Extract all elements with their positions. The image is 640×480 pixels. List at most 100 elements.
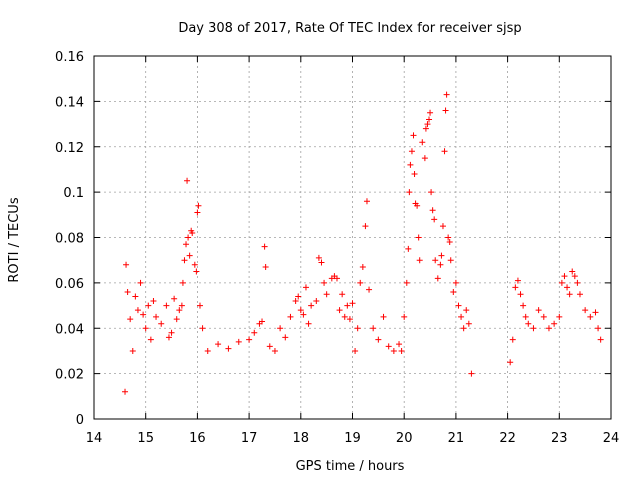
data-point	[127, 316, 134, 323]
data-point	[434, 275, 441, 282]
x-tick-labels: 14 15 16 17 18 19 20 21 22 23 24	[86, 431, 620, 446]
x-tick-label: 24	[603, 431, 620, 446]
data-point	[295, 293, 302, 300]
data-point	[313, 298, 320, 305]
data-point	[134, 307, 141, 314]
data-point	[582, 307, 589, 314]
data-point	[406, 189, 413, 196]
data-point	[366, 286, 373, 293]
data-point	[193, 268, 200, 275]
data-point	[225, 345, 232, 352]
data-point	[465, 320, 472, 327]
data-point	[595, 325, 602, 332]
y-tick-label: 0.12	[55, 141, 84, 156]
x-tick-label: 17	[241, 431, 258, 446]
data-point	[410, 132, 417, 139]
data-point	[349, 300, 356, 307]
data-point	[432, 257, 439, 264]
data-point	[426, 116, 433, 123]
data-point	[287, 313, 294, 320]
data-point	[171, 295, 178, 302]
data-point	[396, 341, 403, 348]
data-point	[551, 320, 558, 327]
data-point	[422, 125, 429, 132]
data-point	[246, 336, 253, 343]
data-point	[158, 320, 165, 327]
data-point	[468, 370, 475, 377]
y-tick-label: 0.06	[55, 277, 84, 292]
data-point	[195, 202, 202, 209]
data-point	[215, 341, 222, 348]
chart-title: Day 308 of 2017, Rate Of TEC Index for r…	[178, 21, 521, 36]
data-point	[352, 347, 359, 354]
data-point	[305, 320, 312, 327]
data-point	[262, 263, 269, 270]
data-point	[185, 234, 192, 241]
y-tick-label: 0.02	[55, 368, 84, 383]
data-point	[142, 325, 149, 332]
data-point	[336, 307, 343, 314]
data-point	[509, 336, 516, 343]
data-point	[416, 257, 423, 264]
data-point	[363, 198, 370, 205]
data-point	[251, 329, 258, 336]
x-tick-label: 15	[137, 431, 154, 446]
data-point	[124, 288, 131, 295]
data-point	[460, 325, 467, 332]
data-point	[145, 302, 152, 309]
x-tick-label: 18	[293, 431, 310, 446]
x-tick-label: 19	[344, 431, 361, 446]
data-point	[137, 279, 144, 286]
data-point	[176, 307, 183, 314]
data-point	[339, 291, 346, 298]
data-point	[344, 302, 351, 309]
data-point	[463, 307, 470, 314]
data-point	[357, 279, 364, 286]
x-tick-label: 21	[448, 431, 465, 446]
data-point	[163, 302, 170, 309]
data-point	[540, 313, 547, 320]
x-tick-label: 14	[86, 431, 103, 446]
data-point	[359, 263, 366, 270]
data-point	[300, 311, 307, 318]
data-point	[507, 359, 514, 366]
data-point	[566, 291, 573, 298]
data-point	[165, 334, 172, 341]
y-tick-label: 0.04	[55, 322, 84, 337]
data-point	[183, 241, 190, 248]
data-point	[150, 298, 157, 305]
y-tick-labels: 0 0.02 0.04 0.06 0.08 0.1 0.12 0.14 0.16	[55, 50, 84, 428]
data-point	[597, 336, 604, 343]
data-point	[405, 245, 412, 252]
data-point	[341, 313, 348, 320]
x-tick-label: 20	[396, 431, 413, 446]
data-point	[408, 148, 415, 155]
y-tick-label: 0.08	[55, 232, 84, 247]
data-point	[424, 121, 431, 128]
data-point	[428, 189, 435, 196]
y-axis-label: ROTI / TECUs	[7, 197, 22, 282]
data-point	[592, 309, 599, 316]
data-point	[147, 336, 154, 343]
x-tick-label: 23	[551, 431, 568, 446]
grid-lines	[94, 56, 611, 419]
data-point	[235, 338, 242, 345]
y-tick-label: 0	[76, 413, 84, 428]
data-point	[419, 139, 426, 146]
data-point	[204, 347, 211, 354]
data-point	[179, 279, 186, 286]
data-point	[458, 313, 465, 320]
data-point	[441, 148, 448, 155]
data-point	[321, 279, 328, 286]
data-point	[184, 177, 191, 184]
data-point	[450, 288, 457, 295]
data-point	[427, 109, 434, 116]
data-point	[132, 293, 139, 300]
data-point	[380, 313, 387, 320]
data-point	[333, 275, 340, 282]
data-point	[191, 261, 198, 268]
data-point	[354, 325, 361, 332]
y-tick-label: 0.1	[63, 186, 84, 201]
data-point	[442, 107, 449, 114]
